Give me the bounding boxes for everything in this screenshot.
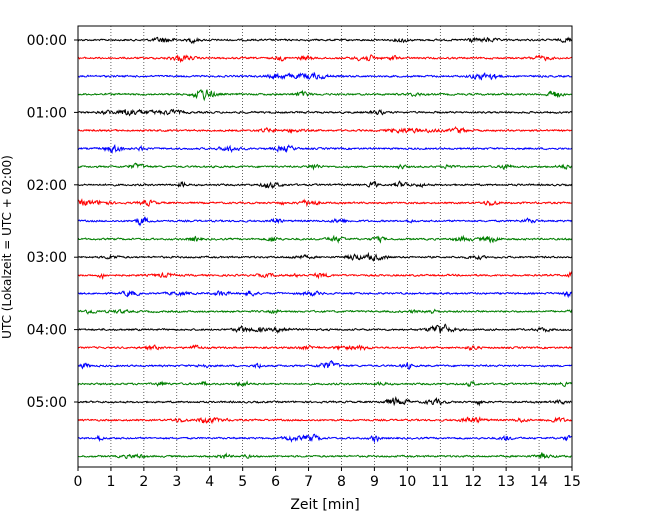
trace-line <box>77 344 573 352</box>
trace-line <box>77 54 573 64</box>
x-axis-label: Zeit [min] <box>290 497 359 513</box>
y-tick-label: 00:00 <box>27 33 67 49</box>
y-tick-label: 05:00 <box>27 395 67 411</box>
x-axis-ticks: 0 1 2 3 4 5 6 7 8 9 10 11 12 13 14 15 <box>74 467 581 490</box>
trace-line <box>77 71 573 81</box>
trace-line <box>77 216 573 227</box>
trace-line <box>77 180 573 190</box>
trace-line <box>77 108 573 117</box>
trace-line <box>77 433 573 444</box>
x-tick-label: 4 <box>205 474 214 490</box>
x-tick-label: 5 <box>238 474 247 490</box>
trace-line <box>77 198 573 208</box>
trace-line <box>77 162 573 171</box>
x-tick-label: 15 <box>563 474 581 490</box>
trace-line <box>77 452 573 460</box>
trace-line <box>77 251 573 262</box>
trace-line <box>77 88 573 102</box>
x-tick-label: 6 <box>271 474 280 490</box>
x-tick-label: 3 <box>172 474 181 490</box>
y-tick-label: 01:00 <box>27 105 67 121</box>
y-tick-label: 02:00 <box>27 178 67 194</box>
trace-line <box>77 270 573 281</box>
x-tick-label: 8 <box>337 474 346 490</box>
trace-line <box>77 36 573 45</box>
plot-frame <box>77 25 573 468</box>
x-tick-label: 12 <box>464 474 482 490</box>
trace-line <box>77 360 573 370</box>
x-tick-label: 14 <box>530 474 548 490</box>
x-tick-label: 13 <box>497 474 515 490</box>
trace-line <box>77 323 573 334</box>
trace-line <box>77 380 573 388</box>
x-tick-label: 0 <box>74 474 83 490</box>
trace-line <box>77 290 573 299</box>
y-tick-label: 03:00 <box>27 250 67 266</box>
y-axis-label: UTC (Lokalzeit = UTC + 02:00) <box>0 155 14 339</box>
trace-line <box>77 234 573 244</box>
x-tick-label: 7 <box>304 474 313 490</box>
x-tick-label: 10 <box>398 474 416 490</box>
y-axis-ticks: 00:00 01:00 02:00 03:00 04:00 05:00 <box>27 33 78 411</box>
y-tick-label: 04:00 <box>27 323 67 339</box>
trace-line <box>77 125 573 134</box>
trace-line <box>77 308 573 315</box>
x-tick-label: 9 <box>370 474 379 490</box>
x-tick-label: 1 <box>106 474 115 490</box>
x-tick-label: 11 <box>431 474 449 490</box>
trace-line <box>77 143 573 154</box>
x-tick-label: 2 <box>139 474 148 490</box>
trace-line <box>77 416 573 425</box>
trace-line <box>77 396 573 407</box>
seismic-traces <box>77 36 573 460</box>
